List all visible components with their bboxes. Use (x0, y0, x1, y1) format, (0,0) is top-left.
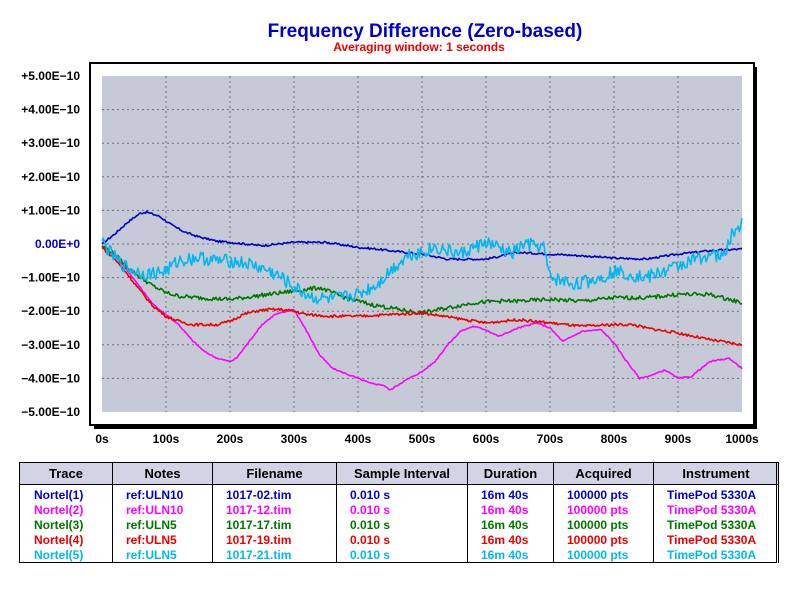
y-tick-label: +1.00E−10 (21, 203, 80, 217)
x-tick-label: 200s (217, 432, 244, 446)
x-tick-label: 300s (281, 432, 308, 446)
legend-cell-instrument: TimePod 5330A (653, 548, 779, 563)
legend-cell-interval: 0.010 s (336, 548, 468, 563)
series-line-nortel-2 (101, 246, 743, 391)
legend-cell-notes: ref:ULN5 (112, 548, 213, 563)
y-tick-label: −1.00E−10 (21, 271, 80, 285)
legend-cell-duration: 16m 40s (467, 518, 554, 533)
series-line-nortel-5 (101, 218, 743, 305)
legend-cell-filename: 1017-02.tim (212, 484, 337, 503)
grid-lines (102, 76, 742, 412)
x-tick-label: 600s (473, 432, 500, 446)
x-tick-label: 0s (95, 432, 109, 446)
y-tick-label: +2.00E−10 (21, 170, 80, 184)
legend-cell-filename: 1017-19.tim (212, 533, 337, 548)
x-tick-label: 500s (409, 432, 436, 446)
y-axis: +5.00E−10 +4.00E−10 +3.00E−10 +2.00E−10 +1.0… (21, 69, 80, 419)
legend-cell-instrument: TimePod 5330A (653, 518, 779, 533)
y-tick-label: +4.00E−10 (21, 103, 80, 117)
y-tick-label: +3.00E−10 (21, 136, 80, 150)
legend-row: Nortel(4) ref:ULN5 1017-19.tim 0.010 s 16m 4… (19, 533, 779, 548)
legend-cell-interval: 0.010 s (336, 533, 468, 548)
series-line-nortel-1 (101, 210, 743, 261)
legend-cell-trace: Nortel(2) (19, 503, 113, 518)
legend-row: Nortel(5) ref:ULN5 1017-21.tim 0.010 s 16m 4… (19, 548, 779, 563)
legend-cell-acquired: 100000 pts (553, 548, 654, 563)
legend-cell-duration: 16m 40s (467, 484, 554, 503)
chart-subtitle: Averaging window: 1 seconds (333, 40, 505, 54)
legend-header-trace: Trace (19, 462, 113, 485)
legend-cell-instrument: TimePod 5330A (653, 503, 779, 518)
legend-cell-trace: Nortel(4) (19, 533, 113, 548)
legend-cell-filename: 1017-21.tim (212, 548, 337, 563)
x-tick-label: 800s (601, 432, 628, 446)
series-line-nortel-3 (101, 245, 743, 316)
y-tick-label: −4.00E−10 (21, 371, 80, 385)
y-tick-label: +5.00E−10 (21, 69, 80, 83)
legend-cell-acquired: 100000 pts (553, 518, 654, 533)
legend-cell-acquired: 100000 pts (553, 533, 654, 548)
y-tick-label: −5.00E−10 (21, 405, 80, 419)
x-tick-label: 100s (153, 432, 180, 446)
legend-table: Trace Notes Filename Sample Interval Dur… (19, 462, 779, 563)
legend-header-sample-interval: Sample Interval (336, 462, 468, 485)
legend-cell-interval: 0.010 s (336, 503, 468, 518)
legend-cell-notes: ref:ULN10 (112, 503, 213, 518)
legend-header-instrument: Instrument (653, 462, 779, 485)
legend-cell-acquired: 100000 pts (553, 484, 654, 503)
legend-row: Nortel(1) ref:ULN10 1017-02.tim 0.010 s 16m … (19, 484, 779, 503)
legend-cell-notes: ref:ULN10 (112, 484, 213, 503)
y-tick-label: −3.00E−10 (21, 338, 80, 352)
legend-cell-filename: 1017-17.tim (212, 518, 337, 533)
legend-cell-notes: ref:ULN5 (112, 518, 213, 533)
legend-cell-interval: 0.010 s (336, 518, 468, 533)
series-line-nortel-4 (101, 246, 743, 347)
legend-row: Nortel(3) ref:ULN5 1017-17.tim 0.010 s 16m 4… (19, 518, 779, 533)
series-layer (101, 210, 743, 391)
x-tick-label: 1000s (725, 432, 759, 446)
x-axis: 0s 100s 200s 300s 400s 500s 600s 700s 800s 900s 10… (95, 432, 759, 446)
x-tick-label: 400s (345, 432, 372, 446)
legend-header-acquired: Acquired (553, 462, 654, 485)
y-tick-label: −2.00E−10 (21, 304, 80, 318)
legend-cell-acquired: 100000 pts (553, 503, 654, 518)
legend-header-row: Trace Notes Filename Sample Interval Dur… (19, 462, 779, 485)
legend-cell-duration: 16m 40s (467, 548, 554, 563)
legend-cell-instrument: TimePod 5330A (653, 484, 779, 503)
legend-cell-duration: 16m 40s (467, 533, 554, 548)
legend-cell-interval: 0.010 s (336, 484, 468, 503)
legend-row: Nortel(2) ref:ULN10 1017-12.tim 0.010 s 16m … (19, 503, 779, 518)
legend-cell-trace: Nortel(3) (19, 518, 113, 533)
x-tick-label: 900s (665, 432, 692, 446)
chart-area: Frequency Difference (Zero-based) Averag… (21, 21, 759, 446)
legend-cell-trace: Nortel(1) (19, 484, 113, 503)
legend-header-notes: Notes (112, 462, 213, 485)
legend-header-duration: Duration (467, 462, 554, 485)
legend-cell-trace: Nortel(5) (19, 548, 113, 563)
y-tick-label: 0.00E+0 (35, 237, 80, 251)
legend-cell-duration: 16m 40s (467, 503, 554, 518)
legend-cell-filename: 1017-12.tim (212, 503, 337, 518)
legend-header-filename: Filename (212, 462, 337, 485)
x-tick-label: 700s (537, 432, 564, 446)
chart-title: Frequency Difference (Zero-based) (268, 21, 583, 42)
legend-cell-notes: ref:ULN5 (112, 533, 213, 548)
legend-cell-instrument: TimePod 5330A (653, 533, 779, 548)
